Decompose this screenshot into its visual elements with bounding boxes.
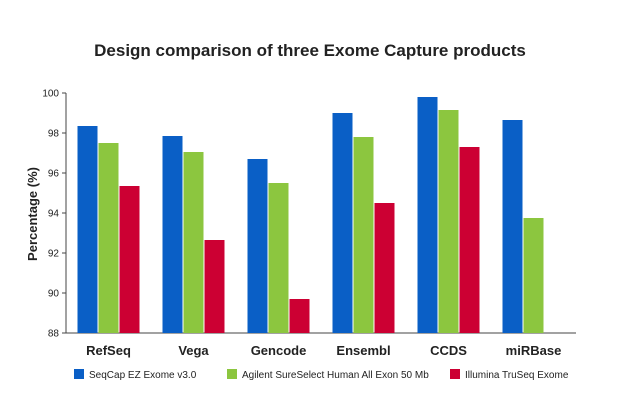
bar-vega-series-3 <box>204 240 225 333</box>
chart-title: Design comparison of three Exome Capture… <box>94 41 526 60</box>
bar-ensembl-series-1 <box>332 113 353 333</box>
y-tick-label: 90 <box>48 289 60 300</box>
x-tick-label: Ensembl <box>336 343 390 358</box>
x-tick-label: miRBase <box>506 343 562 358</box>
legend-label-3: Illumina TruSeq Exome <box>465 370 569 381</box>
legend-label-1: SeqCap EZ Exome v3.0 <box>89 370 197 381</box>
bar-ccds-series-1 <box>417 97 438 333</box>
y-tick-label: 92 <box>48 249 60 260</box>
y-tick-label: 94 <box>48 209 60 220</box>
legend-swatch-3 <box>450 369 460 379</box>
x-tick-label: Vega <box>178 343 209 358</box>
x-tick-label: RefSeq <box>86 343 131 358</box>
bar-vega-series-1 <box>162 136 183 333</box>
legend-label-2: Agilent SureSelect Human All Exon 50 Mb <box>242 370 429 381</box>
bar-ensembl-series-2 <box>353 137 374 333</box>
bar-mirbase-series-2 <box>523 218 544 333</box>
x-tick-label: Gencode <box>251 343 307 358</box>
y-axis-title: Percentage (%) <box>25 167 40 261</box>
y-tick-label: 88 <box>48 329 60 340</box>
bar-refseq-series-2 <box>98 143 119 333</box>
y-tick-label: 98 <box>48 129 60 140</box>
bar-gencode-series-3 <box>289 299 310 333</box>
bar-refseq-series-1 <box>77 126 98 333</box>
bar-refseq-series-3 <box>119 186 140 333</box>
bar-vega-series-2 <box>183 152 204 333</box>
bar-mirbase-series-1 <box>502 120 523 333</box>
bar-ccds-series-2 <box>438 110 459 333</box>
y-tick-label: 96 <box>48 169 60 180</box>
bar-gencode-series-1 <box>247 159 268 333</box>
legend-swatch-1 <box>74 369 84 379</box>
bar-gencode-series-2 <box>268 183 289 333</box>
y-tick-label: 100 <box>42 89 59 100</box>
bar-ccds-series-3 <box>459 147 480 333</box>
legend-swatch-2 <box>227 369 237 379</box>
bar-ensembl-series-3 <box>374 203 395 333</box>
x-tick-label: CCDS <box>430 343 467 358</box>
